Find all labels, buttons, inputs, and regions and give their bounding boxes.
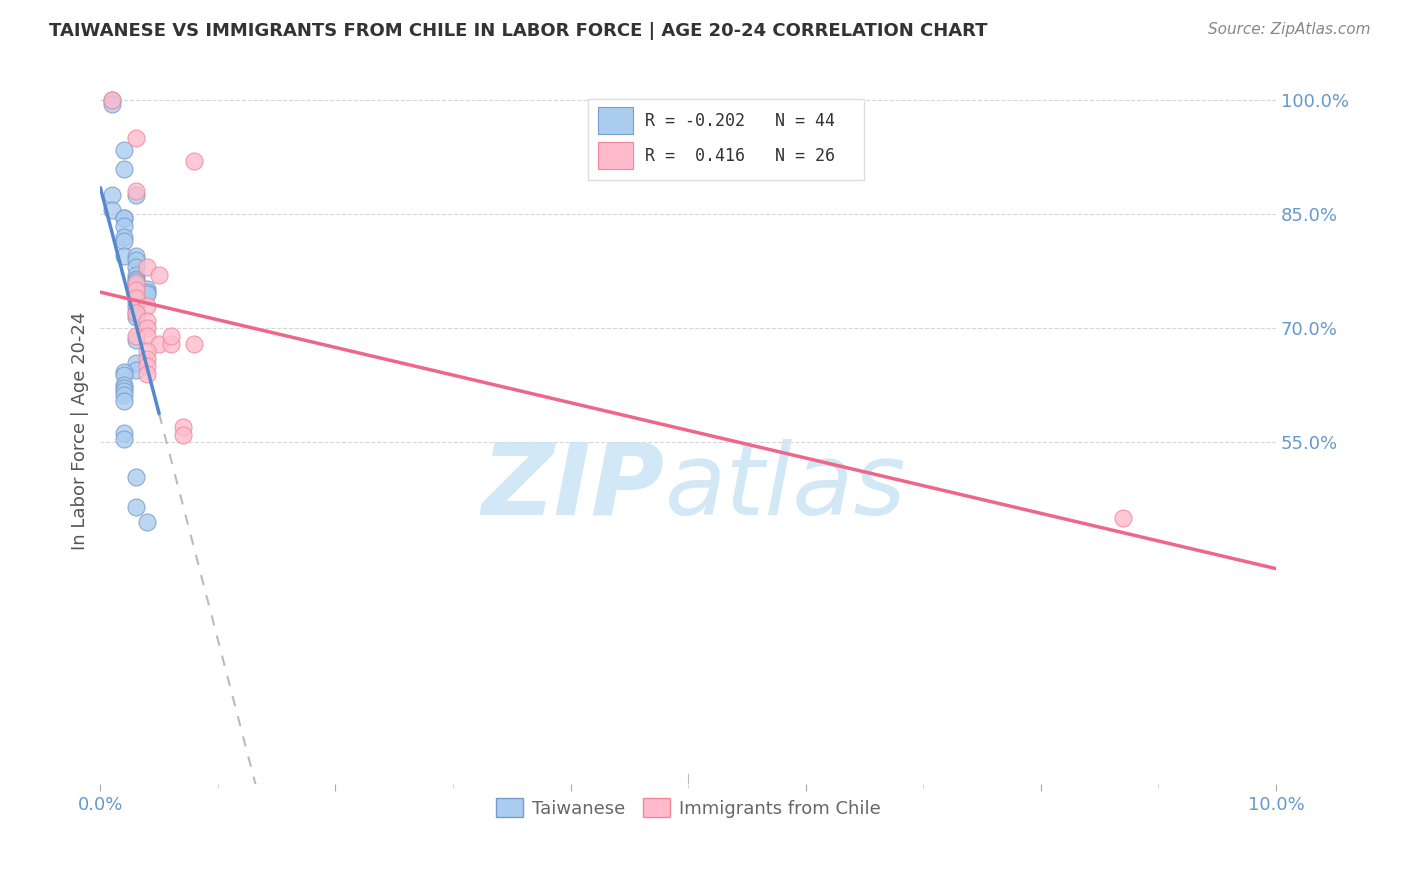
Point: [124, 291, 146, 305]
Bar: [598, 143, 633, 169]
Point: [101, 97, 124, 112]
Point: [124, 131, 146, 145]
Point: [124, 277, 146, 292]
Point: [124, 268, 146, 282]
Point: [136, 314, 159, 328]
Point: [112, 393, 135, 408]
Point: [112, 211, 135, 225]
Point: [124, 469, 146, 483]
Point: [136, 359, 159, 374]
Point: [124, 279, 146, 293]
Point: [124, 310, 146, 324]
Text: atlas: atlas: [665, 439, 907, 536]
Point: [136, 351, 159, 366]
Point: [124, 260, 146, 275]
Point: [148, 268, 170, 282]
Point: [124, 500, 146, 514]
Point: [124, 274, 146, 288]
Point: [112, 426, 135, 441]
Point: [124, 185, 146, 199]
Point: [112, 378, 135, 392]
Point: [112, 143, 135, 157]
Point: [136, 285, 159, 299]
Point: [1112, 511, 1135, 525]
Point: [112, 234, 135, 248]
Point: [124, 329, 146, 343]
Point: [101, 203, 124, 218]
Point: [112, 381, 135, 395]
Point: [112, 249, 135, 263]
Legend: Taiwanese, Immigrants from Chile: Taiwanese, Immigrants from Chile: [488, 791, 889, 825]
Point: [160, 329, 183, 343]
Point: [124, 304, 146, 318]
Text: ZIP: ZIP: [482, 439, 665, 536]
Text: TAIWANESE VS IMMIGRANTS FROM CHILE IN LABOR FORCE | AGE 20-24 CORRELATION CHART: TAIWANESE VS IMMIGRANTS FROM CHILE IN LA…: [49, 22, 987, 40]
Y-axis label: In Labor Force | Age 20-24: In Labor Force | Age 20-24: [72, 311, 89, 550]
Point: [124, 249, 146, 263]
Point: [136, 515, 159, 529]
Point: [101, 93, 124, 107]
Point: [112, 161, 135, 176]
Point: [101, 93, 124, 107]
Point: [136, 321, 159, 335]
Point: [136, 298, 159, 312]
Point: [183, 336, 205, 351]
Point: [136, 344, 159, 359]
Point: [124, 291, 146, 305]
Point: [124, 294, 146, 309]
Point: [160, 336, 183, 351]
Point: [124, 276, 146, 290]
Point: [124, 283, 146, 297]
Point: [101, 188, 124, 202]
Point: [172, 420, 194, 434]
Point: [124, 252, 146, 267]
Point: [172, 427, 194, 442]
Point: [124, 355, 146, 369]
Point: [112, 368, 135, 383]
Point: [112, 211, 135, 225]
Point: [112, 230, 135, 244]
Point: [112, 388, 135, 402]
Text: Source: ZipAtlas.com: Source: ZipAtlas.com: [1208, 22, 1371, 37]
Point: [136, 260, 159, 275]
Point: [112, 219, 135, 233]
Point: [124, 272, 146, 286]
Point: [124, 188, 146, 202]
Point: [124, 300, 146, 314]
Point: [136, 329, 159, 343]
Point: [112, 384, 135, 398]
Point: [124, 363, 146, 377]
Bar: [598, 107, 633, 134]
Point: [183, 154, 205, 169]
Point: [124, 306, 146, 320]
Point: [112, 432, 135, 446]
Point: [112, 365, 135, 379]
Point: [124, 333, 146, 347]
Point: [136, 367, 159, 381]
Text: R = -0.202   N = 44: R = -0.202 N = 44: [645, 112, 835, 129]
Text: R =  0.416   N = 26: R = 0.416 N = 26: [645, 147, 835, 165]
FancyBboxPatch shape: [588, 99, 865, 180]
Point: [136, 282, 159, 296]
Point: [136, 287, 159, 301]
Point: [148, 336, 170, 351]
